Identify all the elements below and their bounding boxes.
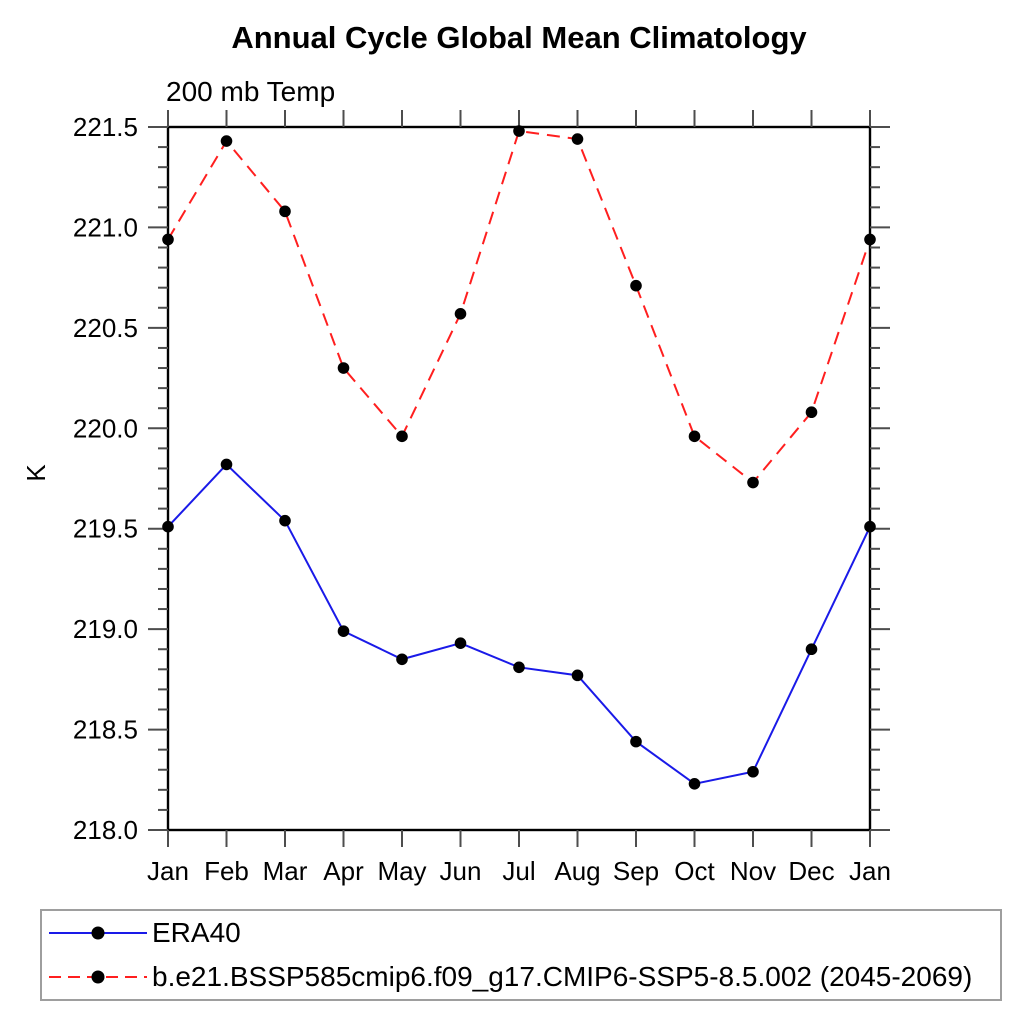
legend-marker-icon bbox=[91, 926, 105, 940]
y-tick-label: 218.0 bbox=[73, 815, 138, 845]
y-tick-label: 221.0 bbox=[73, 212, 138, 242]
y-tick-label: 218.5 bbox=[73, 715, 138, 745]
x-tick-label: Dec bbox=[788, 856, 834, 886]
x-tick-label: May bbox=[377, 856, 426, 886]
y-tick-label: 219.0 bbox=[73, 614, 138, 644]
series-0-point-Mar bbox=[279, 514, 291, 527]
series-0-point-Sep bbox=[630, 735, 642, 748]
y-tick-label: 219.5 bbox=[73, 514, 138, 544]
chart-subtitle: 200 mb Temp bbox=[166, 76, 336, 107]
x-tick-label: Nov bbox=[730, 856, 776, 886]
series-1-point-Jan bbox=[864, 233, 876, 246]
series-0-point-Oct bbox=[688, 778, 701, 790]
series-1-point-Sep bbox=[630, 279, 642, 292]
x-tick-label: Jul bbox=[502, 856, 535, 886]
plot-frame bbox=[166, 125, 872, 832]
series-1-point-Oct bbox=[688, 430, 701, 443]
legend-line-sample-1 bbox=[49, 970, 147, 984]
y-tick-label: 221.5 bbox=[73, 112, 138, 142]
series-1-point-Feb bbox=[220, 135, 233, 147]
x-tick-label: Jan bbox=[147, 856, 189, 886]
x-tick-label: Jan bbox=[849, 856, 891, 886]
x-tick-label: Aug bbox=[554, 856, 600, 886]
series-0-point-Apr bbox=[337, 625, 350, 637]
legend-label-1: b.e21.BSSP585cmip6.f09_g17.CMIP6-SSP5-8.… bbox=[152, 961, 973, 992]
series-0-point-Dec bbox=[805, 643, 818, 656]
x-tick-label: Jun bbox=[440, 856, 482, 886]
x-tick-label: Feb bbox=[204, 856, 249, 886]
y-tick-label: 220.0 bbox=[73, 413, 138, 443]
series-1-point-Apr bbox=[337, 362, 350, 374]
legend-item-0: ERA40 bbox=[47, 913, 1000, 953]
x-tick-label: Sep bbox=[613, 856, 659, 886]
chart-title: Annual Cycle Global Mean Climatology bbox=[231, 20, 807, 55]
legend-marker-icon bbox=[91, 970, 105, 984]
series-0-point-Aug bbox=[571, 669, 584, 682]
series-0-point-Jan bbox=[864, 520, 876, 533]
legend-box: ERA40 b.e21.BSSP585cmip6.f09_g17.CMIP6-SS… bbox=[40, 909, 1002, 1001]
series-1-point-Mar bbox=[279, 205, 291, 218]
legend-line-sample-0 bbox=[49, 926, 147, 940]
x-tick-label: Mar bbox=[263, 856, 308, 886]
series-0-point-Jan bbox=[162, 520, 174, 533]
legend-item-1: b.e21.BSSP585cmip6.f09_g17.CMIP6-SSP5-8.… bbox=[47, 957, 1000, 997]
series-1-point-Jan bbox=[162, 233, 174, 246]
y-tick-label: 220.5 bbox=[73, 313, 138, 343]
series-line-0 bbox=[167, 463, 871, 785]
series-1-point-Nov bbox=[747, 476, 759, 489]
series-line-1 bbox=[167, 129, 871, 484]
series-0-point-Jul bbox=[513, 661, 525, 674]
series-1-point-Aug bbox=[571, 133, 584, 145]
plot-area: Jan Feb Mar Apr May Jun Jul Aug Sep Oct Nov Dec Jan 2… bbox=[73, 110, 891, 886]
series-1-point-May bbox=[396, 430, 408, 443]
series-0-point-Feb bbox=[220, 458, 233, 471]
series-0-point-Nov bbox=[747, 765, 759, 778]
series-0-point-May bbox=[396, 653, 408, 666]
series-1-point-Jul bbox=[513, 125, 525, 137]
series-0-point-Jun bbox=[454, 637, 467, 650]
series-1-point-Jun bbox=[454, 307, 467, 320]
x-tick-label: Apr bbox=[323, 856, 364, 886]
x-tick-label: Oct bbox=[674, 856, 715, 886]
legend-label-0: ERA40 bbox=[152, 917, 241, 948]
series-1-point-Dec bbox=[805, 406, 818, 419]
